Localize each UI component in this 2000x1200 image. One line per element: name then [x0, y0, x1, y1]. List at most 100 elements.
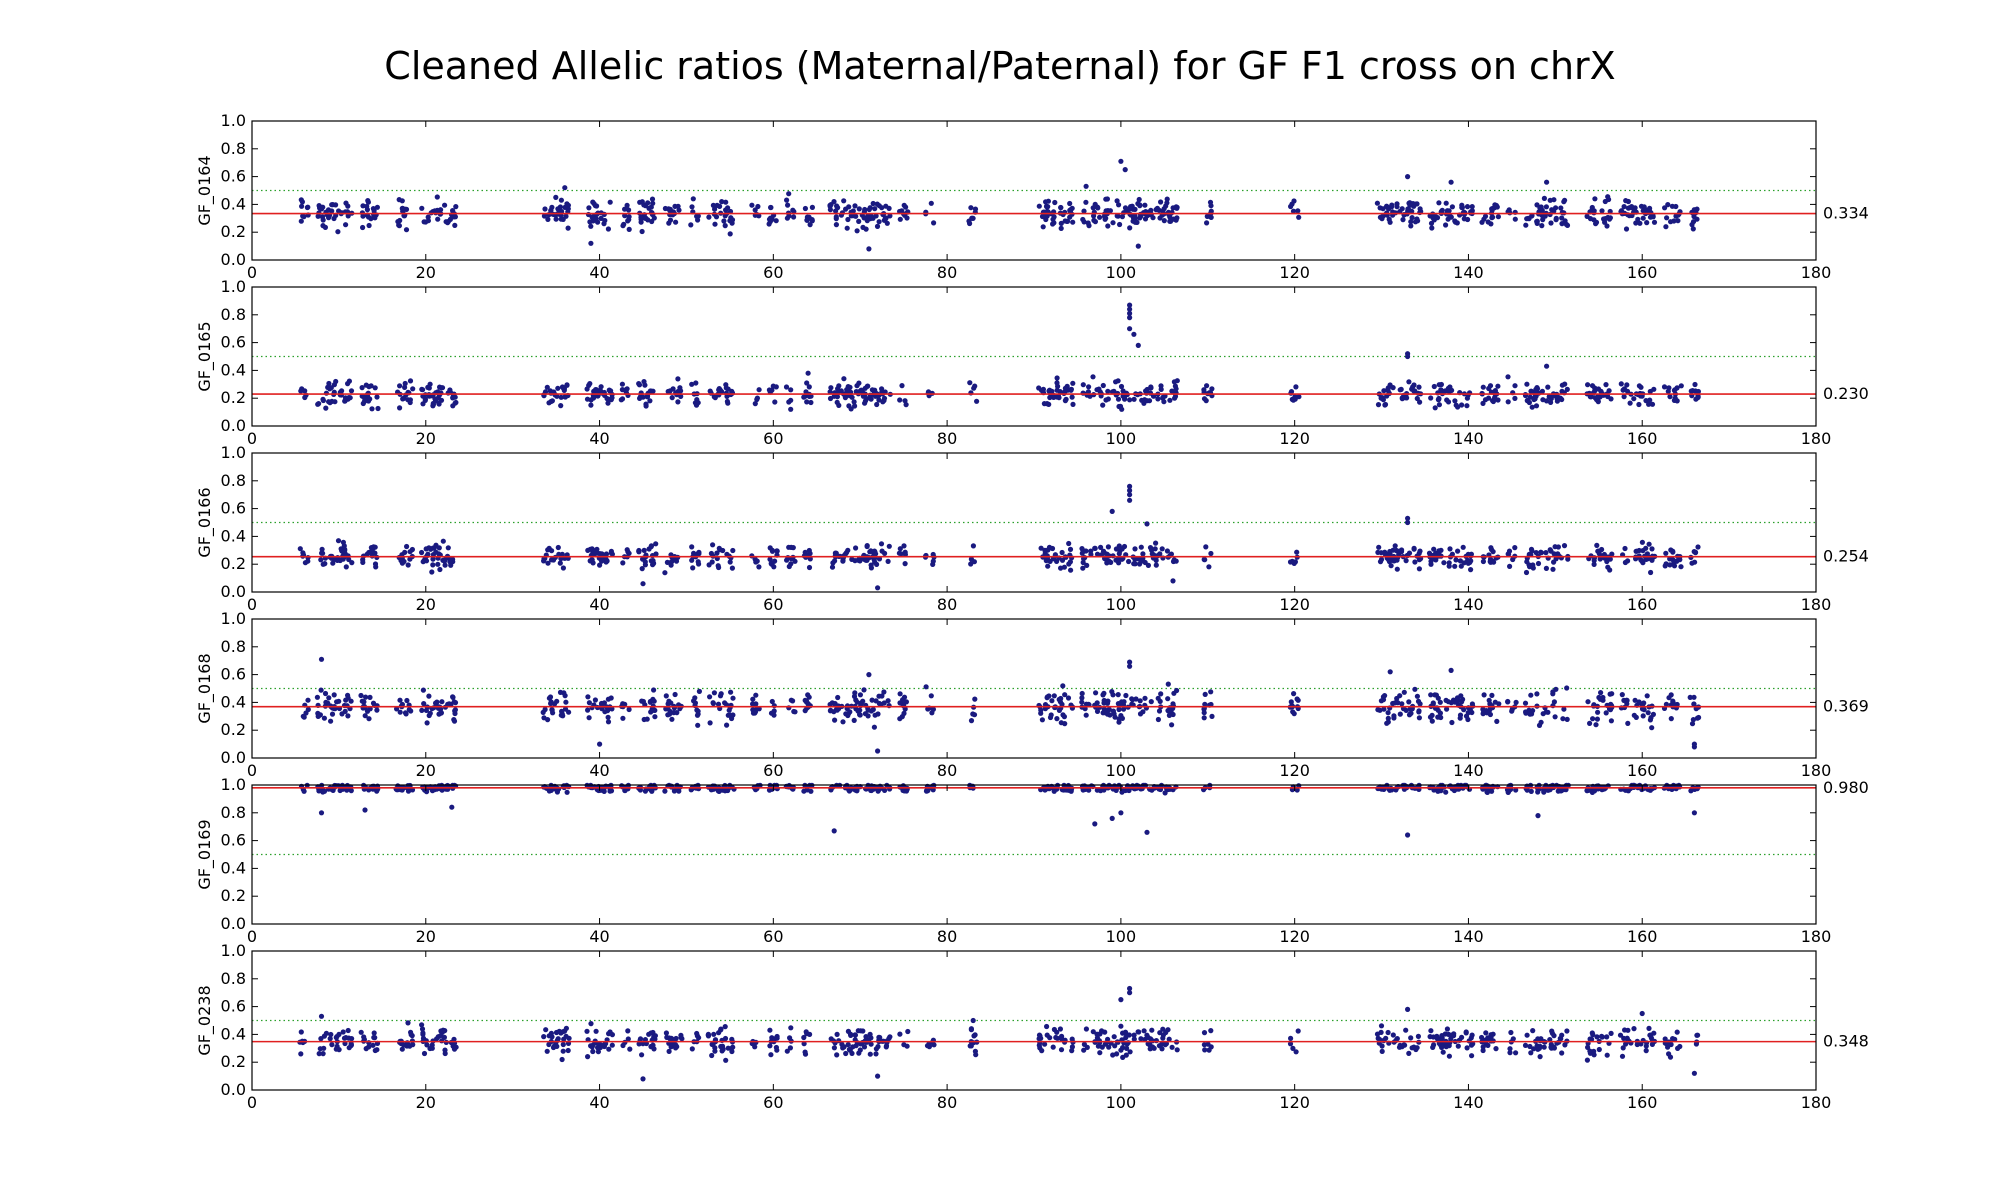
data-point — [881, 397, 887, 404]
data-point — [1080, 565, 1086, 571]
data-point — [1524, 398, 1530, 404]
data-point — [1105, 1036, 1111, 1042]
data-point — [1667, 1054, 1674, 1060]
data-point — [723, 199, 729, 205]
points-GF_0166 — [297, 483, 1701, 591]
data-point — [1098, 544, 1104, 551]
data-point — [1624, 388, 1631, 394]
y-axis-label: GF_0166 — [195, 487, 215, 557]
data-point — [597, 741, 603, 747]
data-point — [1106, 558, 1112, 564]
data-point — [872, 712, 878, 718]
data-point — [1174, 215, 1180, 221]
data-point — [1150, 1044, 1156, 1050]
data-point — [1050, 216, 1056, 222]
data-point — [298, 1029, 304, 1035]
data-point — [1443, 789, 1449, 795]
data-point — [1378, 698, 1384, 704]
x-tick-label: 100 — [1106, 429, 1137, 448]
x-tick-label: 60 — [763, 263, 783, 282]
data-point — [847, 384, 853, 390]
data-point — [407, 556, 413, 562]
data-point — [321, 788, 328, 794]
data-point — [601, 211, 607, 217]
data-point — [1465, 716, 1471, 723]
data-point — [399, 560, 405, 566]
data-point — [1670, 786, 1676, 792]
data-point — [1085, 220, 1091, 226]
data-point — [626, 214, 632, 220]
data-point — [1158, 386, 1164, 392]
data-point — [707, 720, 713, 726]
data-point — [1080, 382, 1086, 388]
data-point — [1148, 207, 1154, 213]
data-point — [766, 221, 772, 227]
data-point — [1608, 718, 1614, 724]
data-point — [453, 204, 459, 210]
data-point — [1294, 696, 1300, 702]
data-point — [1512, 216, 1518, 222]
data-point — [696, 688, 703, 695]
data-point — [405, 397, 411, 403]
data-point — [625, 218, 631, 224]
data-point — [553, 216, 559, 222]
data-point — [974, 398, 980, 404]
data-point — [1548, 396, 1554, 402]
data-point — [588, 1021, 594, 1027]
panel-GF_0168: 0 20 40 60 80 100 120 140 160 1800.00.20.40.60.81… — [195, 609, 1869, 780]
data-point — [1533, 403, 1540, 409]
data-point — [1505, 374, 1511, 380]
data-point — [1394, 695, 1400, 702]
data-point — [323, 699, 329, 706]
data-point — [439, 699, 445, 705]
data-point — [864, 543, 870, 550]
data-point — [636, 381, 642, 387]
data-point — [1531, 1046, 1537, 1052]
data-point — [784, 1048, 790, 1054]
data-point — [1044, 1032, 1050, 1038]
data-point — [1040, 224, 1046, 230]
data-point — [1459, 204, 1465, 210]
data-point — [605, 696, 612, 702]
data-point — [727, 559, 733, 565]
data-point — [1453, 557, 1459, 563]
data-point — [833, 222, 840, 228]
data-point — [1512, 545, 1518, 551]
data-point — [1455, 548, 1461, 554]
data-point — [1668, 692, 1674, 698]
data-point — [323, 390, 329, 396]
data-point — [1127, 985, 1133, 992]
data-point — [1585, 699, 1591, 705]
axes-frame — [251, 120, 1817, 261]
data-point — [1625, 1027, 1631, 1033]
data-point — [1159, 546, 1165, 552]
data-point — [1149, 1027, 1155, 1033]
data-point — [407, 549, 413, 555]
data-point — [857, 712, 863, 718]
data-point — [770, 383, 776, 389]
data-point — [887, 213, 893, 219]
data-point — [876, 219, 882, 225]
data-point — [1406, 1050, 1412, 1056]
data-point — [1397, 711, 1403, 717]
data-point — [1489, 692, 1495, 699]
data-point — [315, 713, 321, 720]
data-point — [1403, 1027, 1409, 1033]
data-point — [970, 215, 976, 221]
data-point — [710, 542, 716, 548]
data-point — [773, 218, 779, 224]
data-point — [804, 380, 810, 386]
data-point — [1629, 204, 1635, 210]
data-point — [558, 197, 565, 203]
data-point — [419, 707, 425, 714]
data-point — [437, 566, 443, 573]
x-tick-label: 180 — [1801, 429, 1832, 448]
data-point — [452, 222, 458, 228]
data-point — [1469, 204, 1475, 210]
data-point — [807, 1031, 813, 1037]
data-point — [1059, 549, 1065, 556]
data-point — [788, 561, 794, 567]
data-point — [1160, 395, 1166, 401]
y-tick-label: 0.0 — [221, 1080, 246, 1099]
data-point — [1385, 710, 1391, 716]
